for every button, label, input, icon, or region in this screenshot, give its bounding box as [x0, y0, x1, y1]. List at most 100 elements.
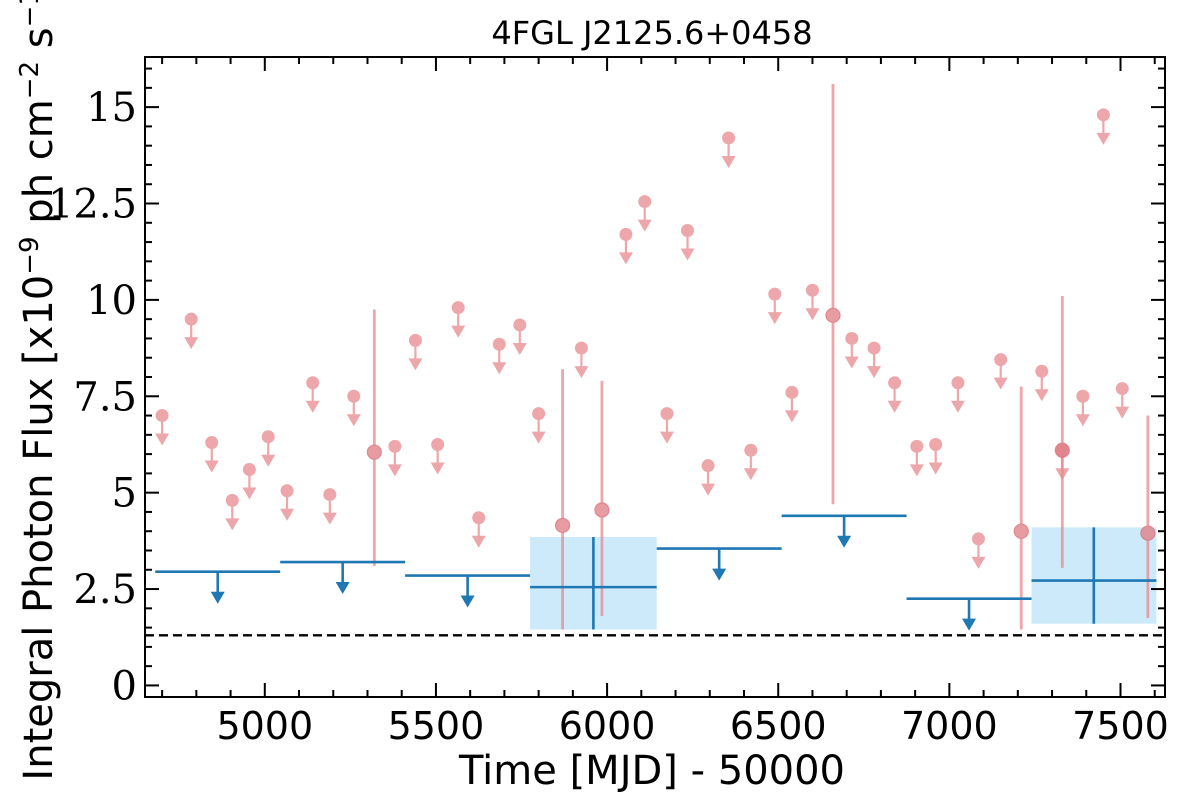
- coarse-detection: [1031, 527, 1157, 624]
- fine-bin-group: [155, 83, 1156, 630]
- fine-upper-limit-arrow: [261, 454, 276, 467]
- fine-upper-limit: [867, 341, 882, 379]
- fine-upper-limit-arrow: [680, 248, 695, 261]
- fine-upper-limit: [184, 312, 199, 350]
- fine-upper-limit: [767, 287, 782, 325]
- coarse-bin-group: [155, 514, 1157, 631]
- fine-upper-limit-arrow: [701, 483, 716, 496]
- fine-upper-limit: [701, 459, 716, 496]
- fine-upper-limit-arrow: [867, 366, 882, 379]
- y-axis-label-exp-1: −9: [15, 236, 45, 274]
- y-axis-label-part-a: Integral Photon Flux [x10: [16, 275, 62, 781]
- fine-upper-limit: [844, 331, 859, 369]
- fine-upper-limit-arrow: [971, 556, 986, 569]
- fine-upper-limit: [512, 318, 527, 355]
- fine-upper-limit-arrow: [637, 219, 652, 232]
- y-tick-label: 10: [86, 278, 137, 324]
- fine-upper-limit: [471, 511, 486, 548]
- fine-upper-limit-marker: [1096, 108, 1110, 122]
- fine-upper-limit-arrow: [492, 362, 507, 375]
- fine-upper-limit-arrow: [574, 366, 589, 379]
- fine-upper-limit: [618, 227, 633, 265]
- fine-upper-limit: [387, 439, 402, 477]
- fine-upper-limit: [322, 488, 337, 525]
- coarse-upper-limit-arrow: [962, 618, 977, 631]
- fine-upper-limit: [408, 333, 423, 371]
- coarse-upper-limit: [155, 570, 281, 604]
- fine-upper-limit-marker: [638, 195, 652, 209]
- fine-upper-limit-marker: [242, 463, 256, 477]
- fine-upper-limit-marker: [388, 439, 402, 453]
- fine-upper-limit-arrow: [408, 358, 423, 371]
- fine-upper-limit-marker: [532, 407, 546, 421]
- fine-detection: [1140, 415, 1156, 618]
- fine-upper-limit: [204, 436, 219, 473]
- fine-upper-limit-marker: [971, 532, 985, 546]
- fine-detection: [1013, 386, 1029, 630]
- coarse-upper-limit-arrow: [712, 568, 727, 581]
- coarse-upper-limit: [906, 597, 1032, 631]
- fine-upper-limit-marker: [492, 337, 506, 351]
- fine-upper-limit: [242, 463, 257, 500]
- fine-upper-limit: [743, 443, 758, 481]
- fine-upper-limit: [971, 532, 986, 569]
- fine-detection: [594, 380, 610, 617]
- fine-upper-limit-arrow: [184, 337, 199, 350]
- fine-detection-marker: [594, 502, 610, 518]
- fine-upper-limit-marker: [225, 493, 239, 507]
- fine-detection: [825, 83, 841, 505]
- fine-upper-limit-marker: [701, 459, 715, 473]
- fine-upper-limit: [430, 437, 445, 475]
- fine-upper-limit-arrow: [531, 431, 546, 444]
- fine-upper-limit: [909, 439, 924, 477]
- fine-detection-marker: [554, 517, 571, 534]
- fine-upper-limit-marker: [513, 318, 527, 332]
- fine-upper-limit: [451, 301, 466, 338]
- coarse-upper-limit: [781, 514, 907, 548]
- x-tick-label: 5500: [388, 704, 485, 748]
- fine-upper-limit-arrow: [1115, 406, 1130, 419]
- fine-upper-limit-arrow: [721, 155, 736, 168]
- fine-upper-limit-marker: [574, 341, 588, 355]
- fine-detection-marker: [366, 444, 382, 460]
- x-tick-label: 7000: [901, 704, 998, 748]
- fine-upper-limit-marker: [785, 385, 799, 399]
- fine-upper-limit: [659, 407, 674, 444]
- fine-upper-limit: [1115, 382, 1130, 419]
- fine-upper-limit: [261, 430, 276, 467]
- fine-upper-limit-arrow: [451, 325, 466, 338]
- fine-upper-limit-marker: [451, 301, 465, 315]
- fine-detection-marker: [1013, 523, 1029, 539]
- fine-upper-limit-arrow: [1075, 414, 1090, 427]
- fine-upper-limit-marker: [1115, 382, 1129, 396]
- coarse-upper-limit-arrow: [460, 595, 475, 608]
- coarse-upper-limit: [280, 560, 406, 595]
- y-tick-label: 12.5: [48, 182, 137, 228]
- x-tick-label: 5000: [216, 704, 313, 748]
- fine-upper-limit: [155, 409, 170, 446]
- fine-upper-limit-arrow: [1034, 389, 1049, 402]
- fine-upper-limit: [1096, 108, 1111, 145]
- fine-upper-limit: [721, 131, 736, 168]
- fine-upper-limit-arrow: [950, 400, 965, 413]
- fine-upper-limit: [225, 493, 240, 531]
- fine-detection: [366, 309, 382, 566]
- x-tick-label: 6000: [559, 704, 656, 748]
- fine-upper-limit-arrow: [909, 464, 924, 477]
- fine-upper-limit-arrow: [1096, 132, 1111, 145]
- fine-detection-marker: [825, 307, 841, 323]
- y-tick-label-group: 0 2.5 5 7.5 10 12.5 15: [48, 85, 137, 709]
- fine-upper-limit-marker: [205, 436, 219, 450]
- fine-upper-limit-marker: [155, 409, 169, 423]
- fine-upper-limit: [346, 389, 361, 427]
- fine-upper-limit: [637, 195, 652, 232]
- fine-upper-limit: [1075, 389, 1090, 427]
- fine-upper-limit-marker: [867, 341, 881, 355]
- fine-upper-limit-arrow: [225, 518, 240, 531]
- fine-upper-limit-arrow: [659, 431, 674, 444]
- fine-upper-limit-marker: [408, 333, 422, 347]
- fine-upper-limit-marker: [929, 437, 943, 451]
- fine-upper-limit: [531, 407, 546, 444]
- y-tick-label: 0: [112, 663, 137, 709]
- fine-detection-marker: [1054, 442, 1070, 458]
